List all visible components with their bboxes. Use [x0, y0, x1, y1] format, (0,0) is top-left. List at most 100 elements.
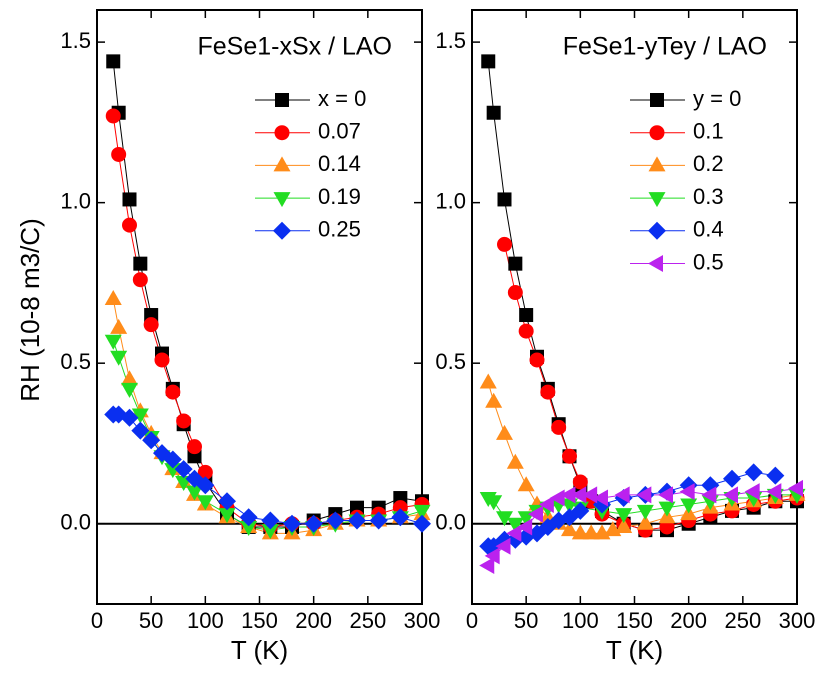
marker — [218, 508, 236, 524]
series-line — [112, 115, 423, 528]
marker — [196, 476, 215, 495]
marker — [636, 504, 654, 520]
x-tick-label: 100 — [187, 608, 224, 633]
marker — [131, 421, 150, 440]
y-tick-label: 0.0 — [435, 510, 466, 535]
marker — [680, 498, 698, 514]
marker — [391, 508, 410, 527]
marker — [636, 486, 652, 504]
marker — [131, 408, 149, 424]
legend-marker — [648, 156, 666, 172]
legend-marker — [274, 125, 290, 141]
marker — [560, 486, 576, 504]
x-tick-label: 0 — [466, 608, 478, 633]
legend-marker — [648, 255, 663, 272]
marker — [196, 495, 214, 511]
marker — [104, 289, 122, 305]
marker — [766, 466, 785, 485]
legend-label: 0.5 — [693, 249, 724, 274]
marker — [239, 508, 258, 527]
marker — [132, 272, 148, 288]
legend-label: 0.1 — [693, 119, 724, 144]
marker — [540, 384, 556, 400]
marker — [413, 514, 431, 533]
legend-label: 0.4 — [693, 217, 724, 242]
marker — [105, 108, 121, 124]
marker — [506, 517, 524, 533]
marker — [506, 524, 522, 542]
y-tick-label: 0.5 — [60, 349, 91, 374]
marker — [506, 453, 524, 469]
marker — [571, 501, 590, 520]
marker — [538, 495, 554, 513]
marker — [485, 495, 503, 511]
marker — [766, 483, 782, 501]
plot-frame — [471, 9, 798, 605]
x-tick-label: 150 — [616, 608, 653, 633]
marker — [122, 217, 137, 233]
marker — [723, 469, 741, 488]
marker — [658, 486, 673, 504]
marker — [479, 556, 495, 574]
y-tick-label: 0.5 — [435, 349, 466, 374]
marker — [197, 464, 213, 480]
marker — [187, 439, 202, 455]
marker — [481, 54, 496, 69]
marker — [163, 450, 182, 469]
marker — [104, 334, 122, 350]
marker — [143, 317, 159, 333]
y-tick-label: 0.0 — [60, 510, 91, 535]
x-tick-label: 50 — [139, 608, 163, 633]
legend-label: 0.25 — [318, 217, 361, 242]
legend-label: 0.2 — [693, 151, 724, 176]
plot-frame — [96, 9, 423, 605]
marker — [110, 318, 128, 334]
legend-marker — [273, 221, 291, 240]
marker — [572, 474, 588, 490]
marker — [174, 460, 193, 479]
marker — [529, 352, 545, 368]
y-axis-label: RH (10-8 m3/C) — [15, 218, 45, 401]
chart-title: FeSe1-yTey / LAO — [563, 33, 767, 61]
x-tick-label: 250 — [349, 608, 386, 633]
marker — [121, 370, 138, 386]
marker — [551, 419, 567, 435]
legend-label: 0.3 — [693, 184, 724, 209]
marker — [723, 486, 738, 504]
marker — [497, 192, 512, 207]
x-axis-label: T (K) — [606, 635, 663, 665]
marker — [593, 489, 608, 507]
marker — [218, 492, 236, 511]
marker — [528, 505, 543, 523]
marker — [176, 413, 192, 429]
legend-label: y = 0 — [693, 86, 741, 111]
marker — [186, 485, 203, 501]
marker — [479, 373, 497, 389]
marker — [679, 483, 695, 501]
marker — [701, 486, 717, 504]
marker — [582, 486, 598, 504]
marker — [261, 524, 279, 540]
panel: 0.0 0.5 1.0 1.5 0 50 100 150 200 250 300 T (K) FeSe1… — [60, 9, 440, 665]
series-line — [112, 298, 423, 534]
marker — [486, 105, 501, 120]
marker — [517, 518, 533, 536]
marker — [496, 424, 513, 440]
marker — [636, 514, 654, 530]
x-tick-label: 100 — [562, 608, 599, 633]
x-tick-label: 0 — [91, 608, 103, 633]
marker — [304, 514, 323, 533]
x-tick-label: 200 — [670, 608, 707, 633]
marker — [154, 352, 170, 368]
marker — [497, 236, 512, 252]
y-tick-label: 1.0 — [435, 188, 466, 213]
marker — [744, 463, 763, 482]
y-tick-label: 1.5 — [60, 28, 91, 53]
x-tick-label: 150 — [241, 608, 278, 633]
legend-marker — [648, 192, 666, 208]
marker — [326, 511, 345, 530]
marker — [615, 508, 633, 524]
marker — [142, 431, 161, 450]
